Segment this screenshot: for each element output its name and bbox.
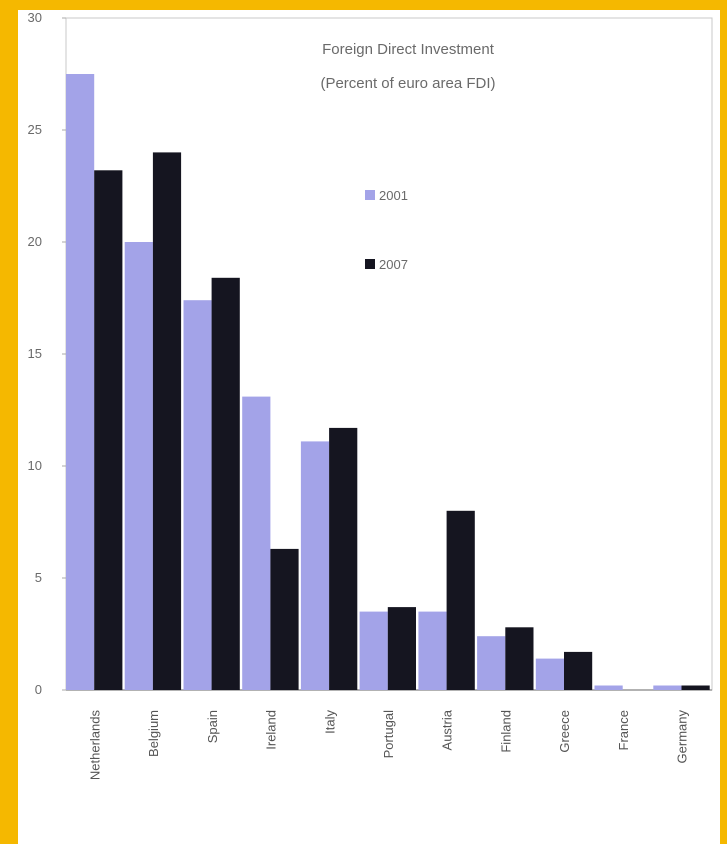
bar-2007-netherlands bbox=[94, 170, 123, 691]
x-category-label: Spain bbox=[205, 710, 220, 743]
y-tick-label: 30 bbox=[28, 10, 42, 25]
bar-2001-portugal bbox=[359, 611, 388, 690]
bar-2001-spain bbox=[183, 300, 212, 690]
frame-border-left bbox=[0, 0, 18, 844]
x-category-label: Germany bbox=[675, 710, 690, 764]
bar-2007-austria bbox=[446, 510, 475, 690]
x-axis-labels: Netherlands Belgium Spain Ireland Italy Portu… bbox=[87, 709, 689, 780]
bar-2007-spain bbox=[211, 277, 240, 690]
bar-2001-belgium bbox=[124, 242, 153, 690]
legend: 2001 2007 bbox=[365, 188, 408, 272]
bar-2007-greece bbox=[564, 651, 593, 690]
x-category-label: Greece bbox=[557, 710, 572, 753]
bar-2001-finland bbox=[477, 636, 506, 690]
bar-2001-italy bbox=[300, 441, 330, 690]
frame-border-right bbox=[720, 0, 727, 844]
legend-label-2001: 2001 bbox=[379, 188, 408, 203]
legend-label-2007: 2007 bbox=[379, 257, 408, 272]
x-category-label: Portugal bbox=[381, 710, 396, 759]
x-category-label: Italy bbox=[322, 710, 337, 734]
y-tick-label: 0 bbox=[35, 682, 42, 697]
x-category-label: France bbox=[616, 710, 631, 750]
bar-2001-france bbox=[594, 685, 623, 690]
bar-2001-germany bbox=[653, 685, 682, 690]
x-category-label: Belgium bbox=[146, 710, 161, 757]
bar-2001-netherlands bbox=[66, 74, 95, 690]
chart-title: Foreign Direct Investment bbox=[322, 41, 495, 58]
bar-2007-finland bbox=[505, 627, 534, 690]
y-tick-label: 10 bbox=[28, 458, 42, 473]
bar-2001-ireland bbox=[242, 396, 271, 690]
chart-subtitle: (Percent of euro area FDI) bbox=[320, 75, 495, 92]
bar-2007-belgium bbox=[152, 152, 182, 690]
bar-2007-germany bbox=[681, 685, 710, 690]
y-axis-ticks: 0 5 10 15 20 25 30 bbox=[28, 10, 66, 697]
x-category-label: Netherlands bbox=[87, 710, 102, 781]
legend-swatch-2007 bbox=[365, 259, 375, 269]
y-tick-label: 20 bbox=[28, 234, 42, 249]
bar-2007-portugal bbox=[387, 607, 416, 690]
x-category-label: Ireland bbox=[264, 710, 279, 750]
y-tick-label: 25 bbox=[28, 122, 42, 137]
bars-layer bbox=[66, 74, 710, 691]
x-category-label: Finland bbox=[499, 710, 514, 753]
bar-2007-italy bbox=[329, 427, 358, 690]
bar-2001-austria bbox=[418, 611, 447, 690]
x-category-label: Austria bbox=[440, 709, 455, 750]
y-tick-label: 5 bbox=[35, 570, 42, 585]
frame-border-top bbox=[0, 0, 727, 10]
bar-2001-greece bbox=[535, 658, 564, 690]
bar-2007-ireland bbox=[270, 548, 299, 690]
legend-swatch-2001 bbox=[365, 190, 375, 200]
y-tick-label: 15 bbox=[28, 346, 42, 361]
